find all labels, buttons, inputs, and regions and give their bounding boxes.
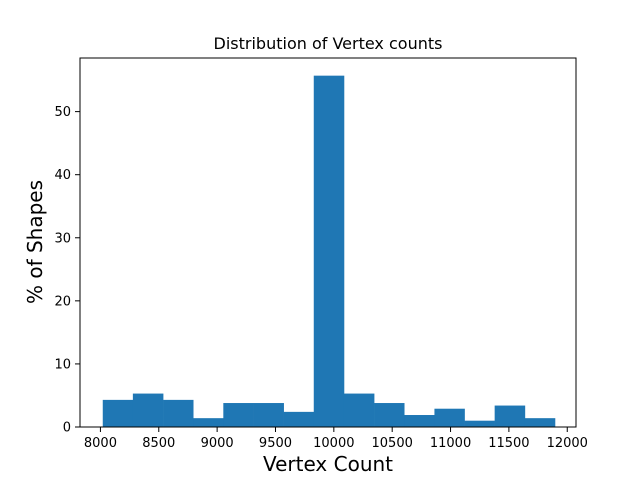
y-tick-label: 0 [63, 421, 71, 436]
x-tick-label: 10000 [313, 436, 354, 451]
x-tick-label: 12000 [547, 436, 588, 451]
y-axis-ticks: 0 10 20 30 40 50 [54, 105, 80, 436]
x-tick-label: 11500 [488, 436, 529, 451]
x-tick-label: 8000 [84, 436, 117, 451]
histogram-bar [434, 408, 465, 427]
y-tick-label: 20 [54, 294, 71, 309]
bars-group [102, 75, 556, 428]
y-tick-label: 30 [54, 231, 71, 246]
plot-frame [79, 57, 577, 428]
histogram-bar [163, 399, 194, 427]
x-tick-label: 11000 [430, 436, 471, 451]
histogram-bar [343, 393, 375, 427]
histogram-bar [102, 399, 134, 427]
y-tick-label: 10 [54, 357, 71, 372]
histogram-bar [253, 403, 284, 427]
x-tick-label: 9000 [201, 436, 234, 451]
histogram-bar [524, 418, 556, 427]
y-tick-label: 40 [54, 168, 71, 183]
histogram-bar [193, 418, 224, 427]
histogram-bar [374, 403, 405, 427]
histogram-bar [313, 75, 345, 428]
histogram-bar [132, 393, 164, 427]
histogram-bar [223, 403, 254, 427]
x-tick-label: 8500 [142, 436, 175, 451]
y-tick-label: 50 [54, 105, 71, 120]
chart-title: Distribution of Vertex counts [214, 34, 443, 53]
y-axis-label: % of Shapes [23, 180, 47, 304]
histogram-bar [464, 420, 495, 427]
histogram-bar [404, 415, 435, 427]
x-tick-label: 9500 [259, 436, 292, 451]
histogram-bar [283, 411, 315, 427]
x-axis-label: Vertex Count [263, 452, 393, 476]
histogram-bar [494, 405, 526, 427]
x-tick-label: 10500 [372, 436, 413, 451]
x-axis-ticks: 8000 8500 9000 9500 10000 10500 11000 11500 1200… [84, 427, 588, 451]
